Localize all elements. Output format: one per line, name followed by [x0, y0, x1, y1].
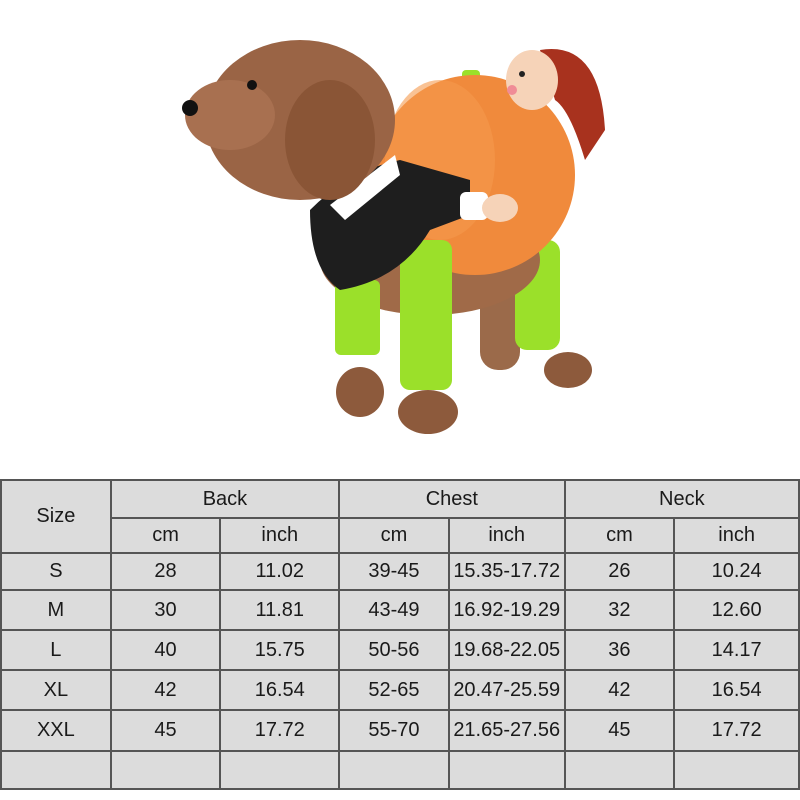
- measurement-cell: 52-65: [338, 669, 450, 711]
- measurement-cell: 50-56: [338, 629, 450, 671]
- measurement-cell: 15.35-17.72: [447, 552, 566, 591]
- doll-icon: [506, 49, 605, 160]
- measurement-cell: 42: [109, 669, 222, 711]
- measurement-cell: 19.68-22.05: [447, 629, 566, 671]
- header-row-units: cm inch cm inch cm inch: [1, 517, 800, 554]
- measurement-cell: 42: [563, 669, 676, 711]
- measurement-cell: 12.60: [673, 589, 800, 631]
- measurement-cell: 36: [563, 629, 676, 671]
- table-row: S 28 11.02 39-45 15.35-17.72 26 10.24: [0, 552, 800, 591]
- measurement-cell: 20.47-25.59: [447, 669, 566, 711]
- measurement-cell: 40: [109, 629, 222, 671]
- measurement-cell: 55-70: [338, 709, 450, 752]
- measurement-cell: [219, 750, 341, 790]
- unit-header: inch: [673, 517, 800, 554]
- unit-header: cm: [338, 517, 450, 554]
- measurement-cell: 10.24: [673, 552, 800, 591]
- size-cell: XXL: [0, 709, 112, 752]
- group-header-back: Back: [109, 479, 341, 519]
- size-header: Size: [0, 479, 112, 554]
- measurement-cell: [447, 750, 566, 790]
- measurement-cell: 30: [109, 589, 222, 631]
- measurement-cell: 28: [109, 552, 222, 591]
- size-cell: XL: [0, 669, 112, 711]
- header-row-groups: Size Back Chest Neck: [0, 479, 800, 554]
- measurement-cell: 11.81: [219, 589, 341, 631]
- unit-header: inch: [219, 517, 341, 554]
- measurement-cell: [563, 750, 676, 790]
- unit-header: cm: [109, 517, 222, 554]
- measurement-cell: 16.92-19.29: [447, 589, 566, 631]
- measurement-cell: 16.54: [219, 669, 341, 711]
- measurement-cell: [109, 750, 222, 790]
- measurement-cell: 45: [563, 709, 676, 752]
- measurement-cell: 39-45: [338, 552, 450, 591]
- measurement-cell: 14.17: [673, 629, 800, 671]
- table-row: [0, 750, 800, 790]
- measurement-cell: 11.02: [219, 552, 341, 591]
- measurement-cell: 43-49: [338, 589, 450, 631]
- table-row: XL 42 16.54 52-65 20.47-25.59 42 16.54: [0, 669, 800, 711]
- measurement-cell: 45: [109, 709, 222, 752]
- unit-header: cm: [563, 517, 676, 554]
- measurement-cell: 16.54: [673, 669, 800, 711]
- measurement-cell: 17.72: [219, 709, 341, 752]
- measurement-cell: 32: [563, 589, 676, 631]
- group-header-neck: Neck: [563, 479, 800, 519]
- measurement-cell: 26: [563, 552, 676, 591]
- table-row: XXL 45 17.72 55-70 21.65-27.56 45 17.72: [0, 709, 800, 752]
- dog-illustration: [182, 40, 605, 434]
- measurement-cell: 21.65-27.56: [447, 709, 566, 752]
- measurement-cell: 17.72: [673, 709, 800, 752]
- size-chart-table: Size Back Chest Neck cm inch cm inch cm inch S 28 11…: [0, 479, 800, 790]
- product-photo: [182, 40, 605, 434]
- measurement-cell: 15.75: [219, 629, 341, 671]
- size-cell: [0, 750, 112, 790]
- table-row: L 40 15.75 50-56 19.68-22.05 36 14.17: [0, 629, 800, 671]
- table-row: M 30 11.81 43-49 16.92-19.29 32 12.60: [0, 589, 800, 631]
- measurement-cell: [338, 750, 450, 790]
- unit-header: inch: [447, 517, 566, 554]
- size-cell: M: [0, 589, 112, 631]
- measurement-cell: [673, 750, 800, 790]
- group-header-chest: Chest: [338, 479, 566, 519]
- size-cell: S: [0, 552, 112, 591]
- size-cell: L: [0, 629, 112, 671]
